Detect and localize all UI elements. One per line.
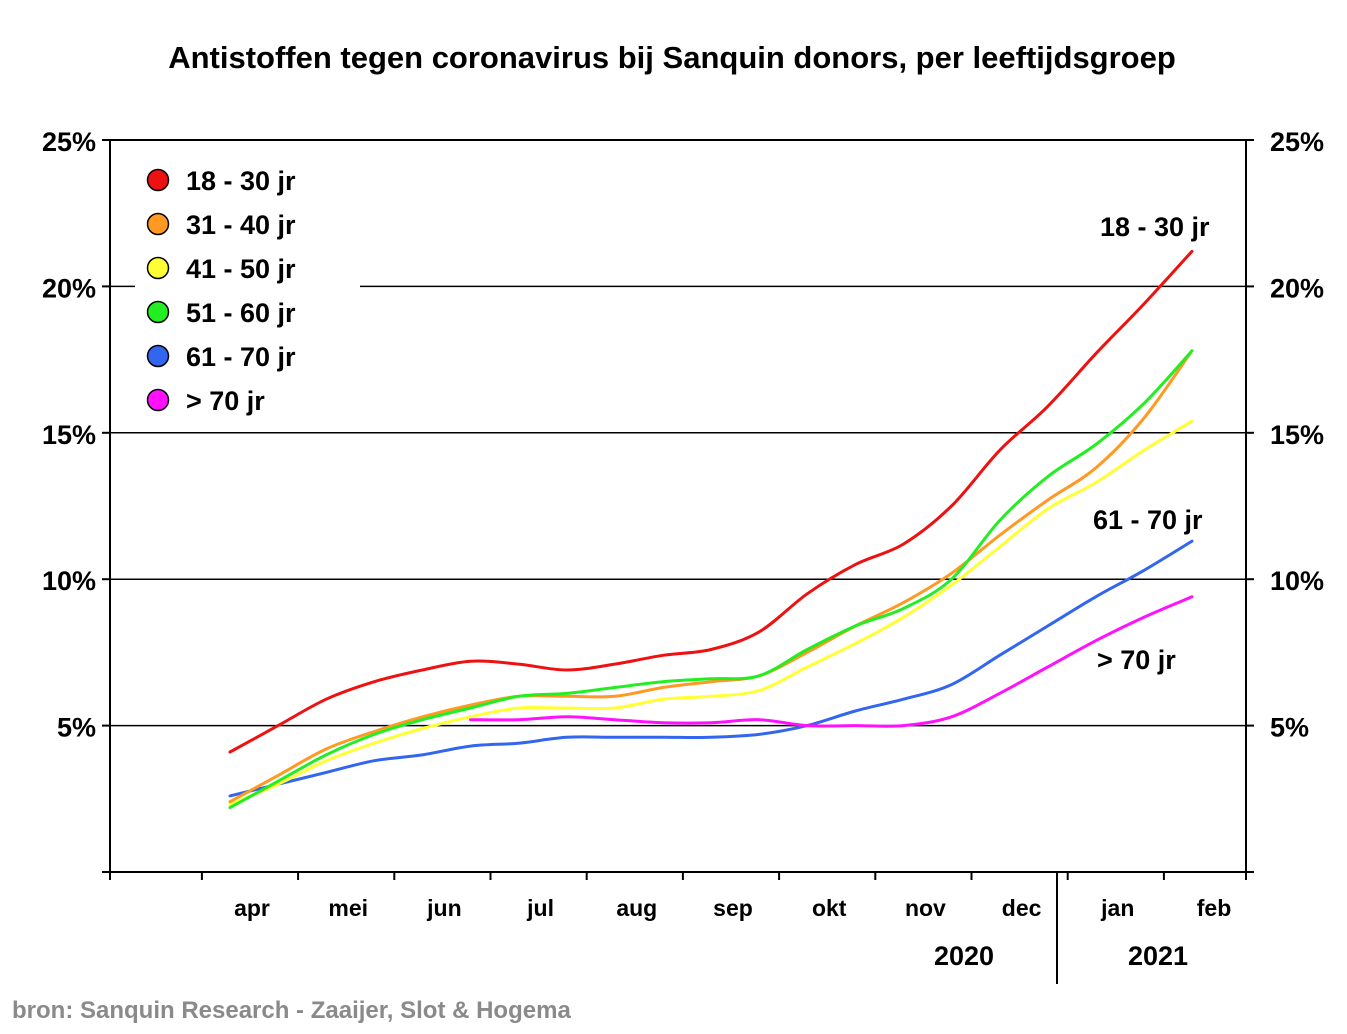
y-tick-label-left: 20%: [42, 273, 96, 303]
legend-label: > 70 jr: [186, 386, 265, 416]
series-line-31-40-jr: [228, 349, 1194, 804]
legend-label: 61 - 70 jr: [186, 342, 296, 372]
series-line-70-jr: [469, 595, 1194, 728]
x-tick-label: sep: [713, 895, 753, 921]
series-lines: [228, 249, 1194, 810]
y-tick-label-right: 20%: [1270, 273, 1324, 303]
y-tick-label-left: 25%: [42, 127, 96, 157]
legend-label: 31 - 40 jr: [186, 210, 296, 240]
legend-marker: [146, 388, 170, 412]
annotation-18-30: 18 - 30 jr: [1100, 212, 1210, 242]
source-note: bron: Sanquin Research - Zaaijer, Slot &…: [12, 997, 571, 1024]
legend-background: [135, 160, 360, 422]
y-axis-left: 25% 20% 15% 10% 5%: [42, 127, 110, 873]
series-line-61-70-jr: [228, 539, 1194, 798]
x-tick-label: mei: [328, 895, 368, 921]
series-line-41-50-jr: [228, 419, 1194, 807]
y-tick-label-right: 5%: [1270, 713, 1309, 743]
y-tick-label-right: 15%: [1270, 420, 1324, 450]
legend-label: 51 - 60 jr: [186, 298, 296, 328]
year-label: 2021: [1128, 941, 1188, 971]
annotation-over-70: > 70 jr: [1097, 645, 1176, 675]
y-axis-right: 25% 20% 15% 10% 5%: [1246, 127, 1324, 873]
legend-marker: [146, 256, 170, 280]
x-tick-label: apr: [234, 895, 270, 921]
x-tick-label: jul: [526, 895, 554, 921]
x-tick-label: aug: [616, 895, 657, 921]
x-tick-label: nov: [905, 895, 946, 921]
x-axis: apr mei jun jul aug sep okt nov dec jan feb 2020 202…: [109, 872, 1247, 984]
legend: 18 - 30 jr 31 - 40 jr 41 - 50 jr 51 - 60 jr…: [146, 166, 296, 416]
legend-label: 18 - 30 jr: [186, 166, 296, 196]
x-tick-label: jan: [1100, 895, 1134, 921]
legend-label: 41 - 50 jr: [186, 254, 296, 284]
x-tick-label: jun: [426, 895, 462, 921]
y-tick-label-right: 10%: [1270, 566, 1324, 596]
y-tick-label-left: 15%: [42, 420, 96, 450]
chart-title: Antistoffen tegen coronavirus bij Sanqui…: [168, 40, 1176, 75]
x-tick-label: dec: [1002, 895, 1042, 921]
series-line-51-60-jr: [228, 349, 1194, 810]
legend-marker: [146, 212, 170, 236]
year-label: 2020: [934, 941, 994, 971]
annotation-61-70: 61 - 70 jr: [1093, 505, 1203, 535]
y-tick-label-left: 5%: [57, 713, 96, 743]
y-tick-label-left: 10%: [42, 566, 96, 596]
x-tick-label: okt: [812, 895, 847, 921]
y-tick-label-right: 25%: [1270, 127, 1324, 157]
legend-marker: [146, 168, 170, 192]
legend-marker: [146, 300, 170, 324]
legend-marker: [146, 344, 170, 368]
series-line-18-30-jr: [228, 249, 1194, 754]
x-tick-label: feb: [1197, 895, 1232, 921]
